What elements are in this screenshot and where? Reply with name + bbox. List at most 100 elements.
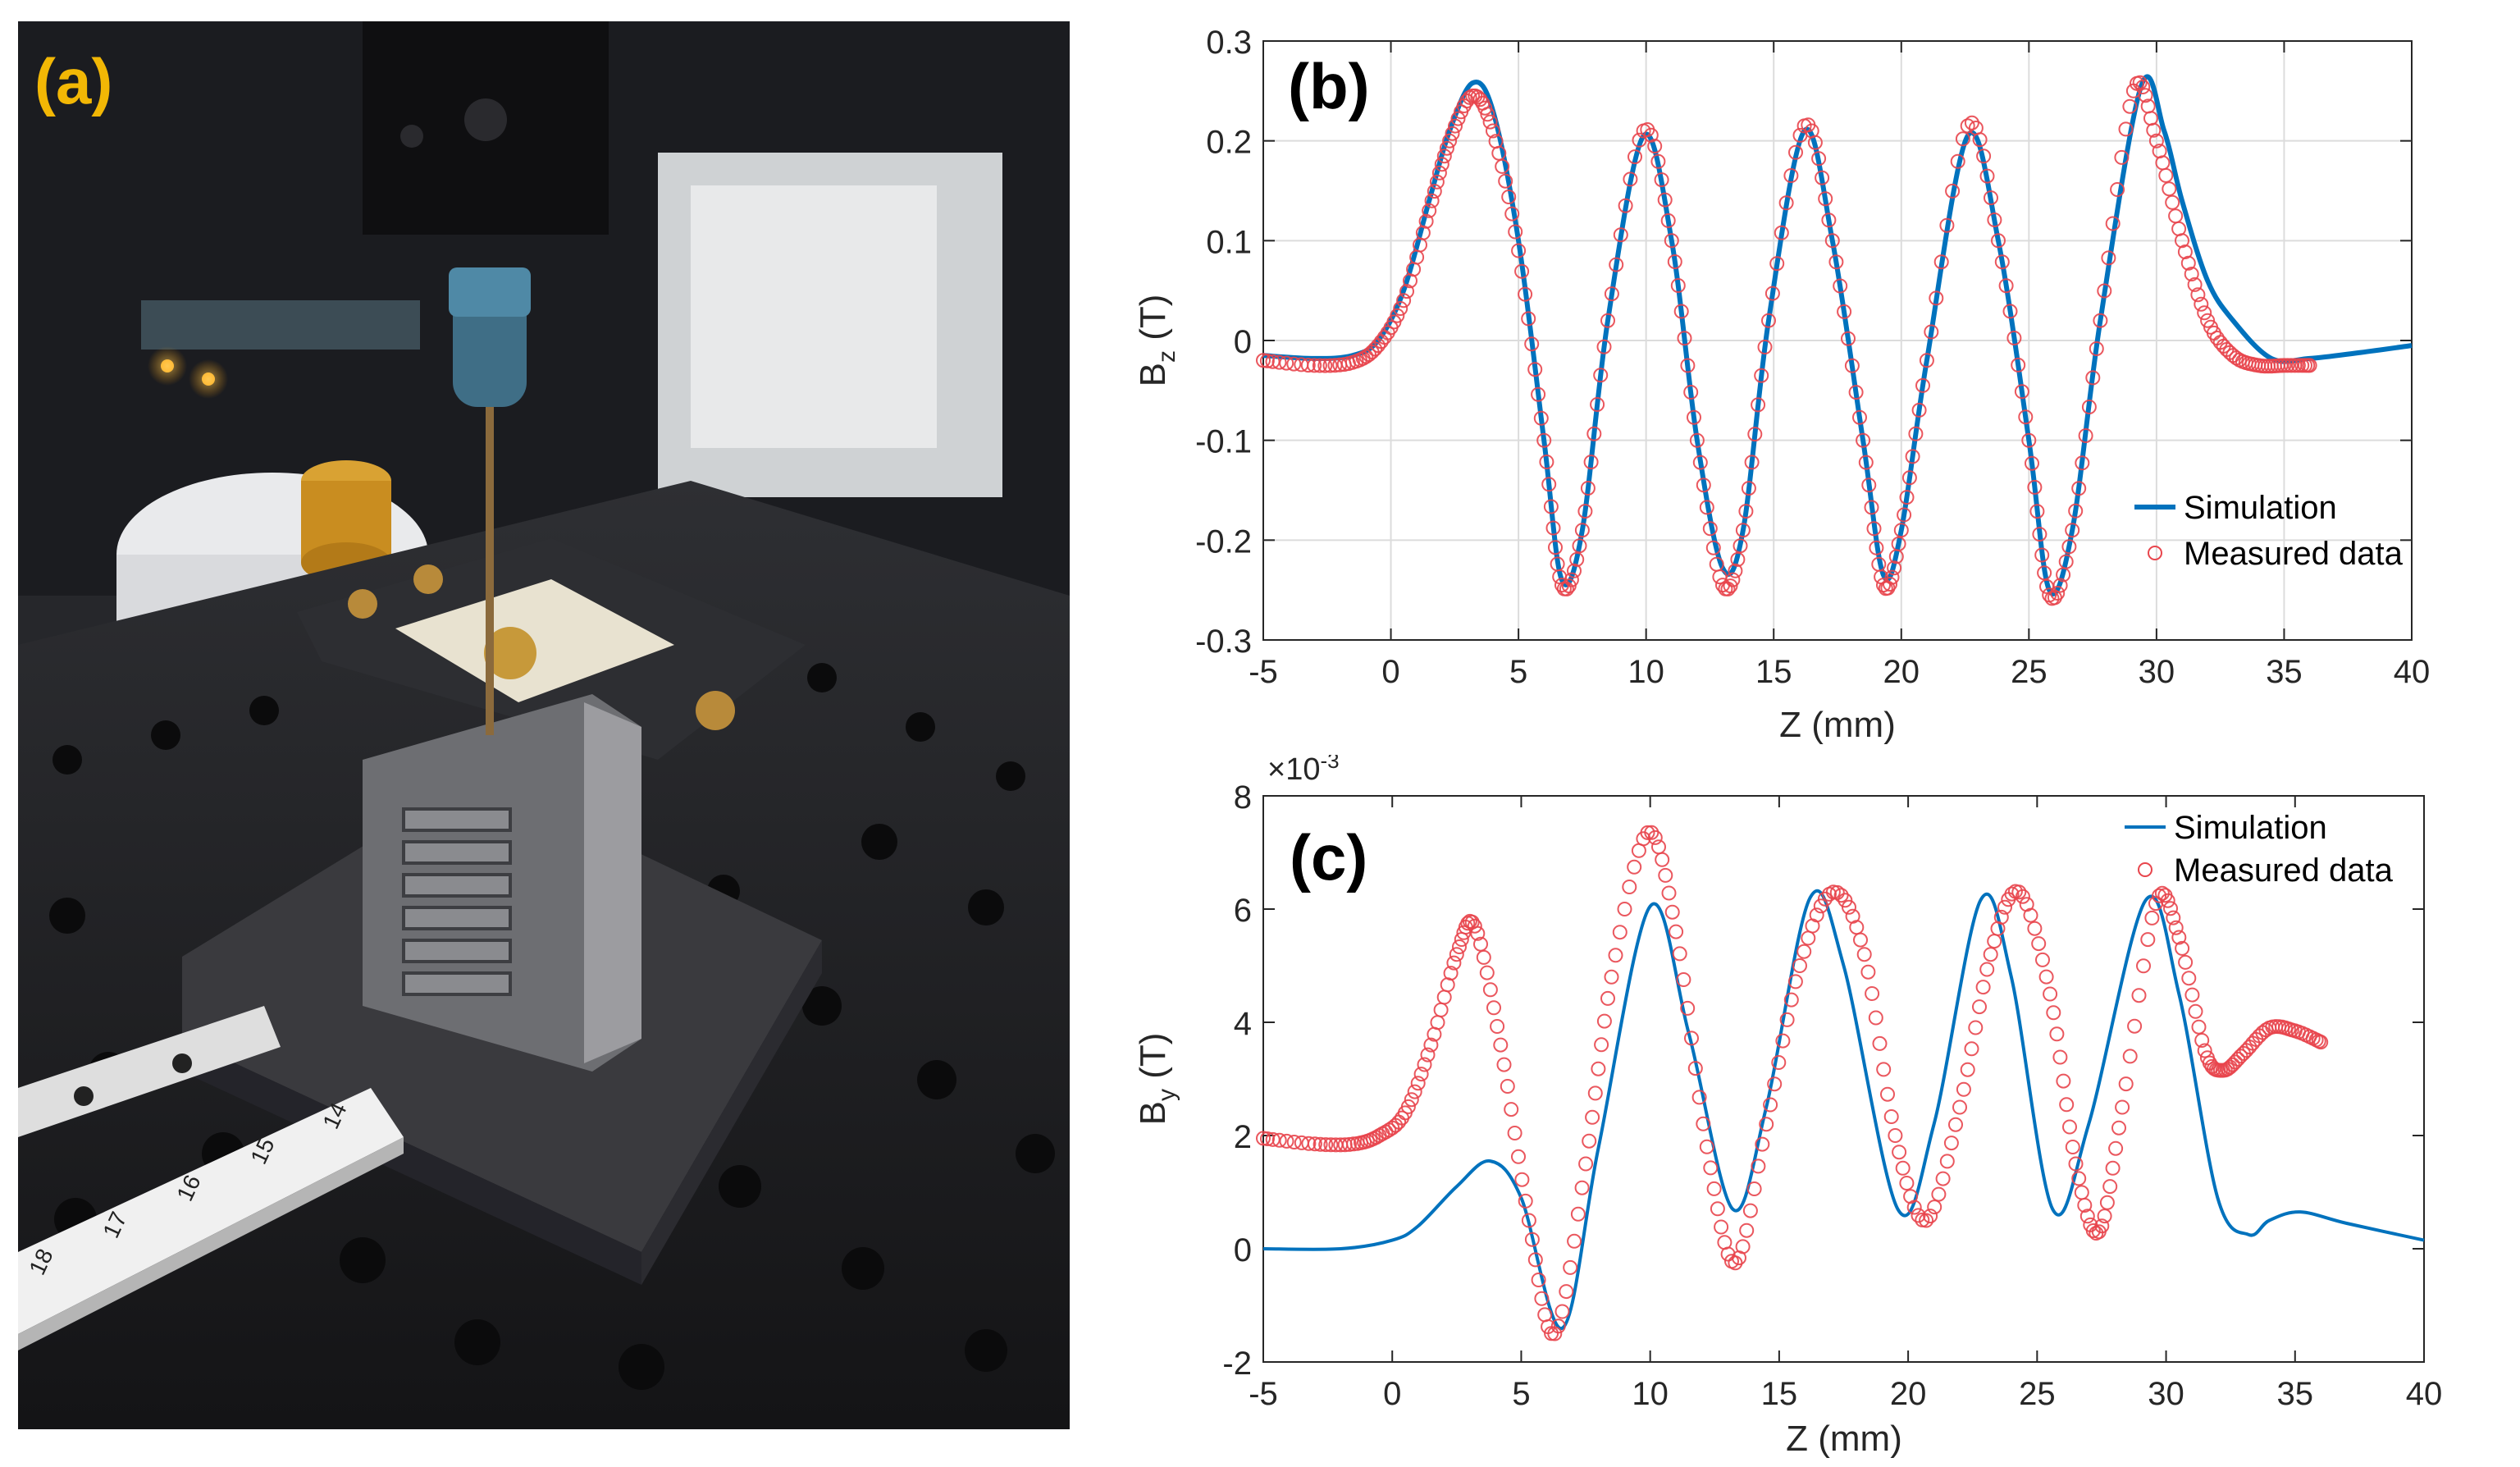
experiment-photo: 14 15 16 17 18 (a)	[18, 21, 1070, 1429]
data-point	[1829, 884, 1845, 900]
data-point	[1868, 1010, 1883, 1026]
legend-label-simulation-c: Simulation	[2174, 810, 2327, 846]
data-point	[1714, 1219, 1729, 1235]
data-point	[1608, 948, 1623, 963]
x-tick-label: 30	[2148, 1376, 2184, 1412]
data-point	[1541, 477, 1557, 492]
data-point	[2187, 276, 2203, 292]
x-tick-label: 35	[2266, 654, 2303, 690]
data-point	[1434, 157, 1449, 172]
data-point	[2059, 1097, 2075, 1113]
data-point	[1617, 902, 1632, 916]
data-point	[2146, 122, 2162, 138]
y-label-main-c: B	[1133, 1101, 1173, 1125]
data-point	[1307, 1136, 1322, 1152]
data-point	[2184, 987, 2200, 1003]
x-tick-label: 20	[1890, 1376, 1927, 1412]
data-point	[1975, 980, 1991, 995]
data-point	[1600, 313, 1615, 328]
data-point	[2032, 527, 2048, 542]
data-point	[1533, 410, 1549, 426]
data-point	[1763, 1097, 1778, 1113]
x-axis-label-c: Z (mm)	[1786, 1419, 1902, 1459]
chart-by: -5 0 5 10 15 20 25 30 35 40 -2 0 2 4 6 8 ×10-3 (c) Z (m…	[1133, 755, 2442, 1459]
data-point	[1676, 972, 1691, 987]
data-point	[2078, 428, 2093, 443]
data-point	[1735, 523, 1751, 538]
data-point	[1783, 992, 1799, 1008]
data-point	[1495, 158, 1510, 174]
data-point	[1570, 1206, 1586, 1222]
data-point	[1852, 409, 1867, 425]
data-point	[2144, 910, 2160, 925]
data-point	[2002, 304, 2018, 319]
data-point	[1259, 353, 1275, 368]
data-point	[1420, 1047, 1436, 1063]
data-point	[1417, 1057, 1432, 1072]
data-point	[1511, 243, 1527, 258]
data-point	[1945, 183, 1961, 199]
data-point	[2021, 432, 2037, 448]
data-point	[1667, 254, 1682, 269]
data-point	[2131, 988, 2147, 1003]
data-point	[1450, 111, 1466, 126]
y-tick-label: -0.2	[1195, 523, 1252, 560]
x-tick-label: -5	[1249, 654, 1278, 690]
data-point	[2118, 1076, 2134, 1092]
legend-label-measured-c: Measured data	[2174, 852, 2394, 889]
data-point	[1705, 540, 1721, 555]
data-point	[1521, 311, 1536, 327]
data-point	[2222, 1059, 2238, 1075]
data-point	[1554, 1304, 1570, 1319]
data-point	[1771, 1055, 1787, 1070]
data-point	[2094, 1218, 2110, 1234]
data-point	[1582, 1133, 1597, 1149]
data-point	[1300, 358, 1316, 373]
data-point	[1964, 115, 1979, 130]
data-point	[1498, 173, 1513, 189]
data-point	[1702, 521, 1718, 537]
data-point	[2071, 1171, 2087, 1186]
data-point	[2184, 267, 2199, 281]
data-point	[1673, 304, 1689, 319]
data-point	[1286, 356, 1302, 372]
data-point	[1496, 1057, 1512, 1072]
data-point	[1744, 455, 1760, 470]
data-point	[1524, 336, 1540, 352]
data-point	[1741, 481, 1756, 496]
data-point	[1732, 538, 1748, 554]
data-point	[1531, 386, 1546, 402]
data-point	[2122, 1049, 2138, 1064]
data-point	[1514, 1172, 1530, 1187]
data-point	[1410, 1076, 1426, 1091]
data-point	[1446, 955, 1462, 971]
data-point	[1775, 1033, 1791, 1049]
data-point	[1895, 1160, 1911, 1176]
x-tick-label: 0	[1381, 654, 1399, 690]
data-point	[1661, 885, 1677, 901]
data-point	[1747, 427, 1763, 442]
data-point	[2132, 75, 2148, 90]
data-point	[1312, 1136, 1328, 1152]
y-tick-label: 8	[1234, 779, 1252, 816]
data-point	[1547, 1326, 1563, 1341]
data-point	[1436, 149, 1452, 164]
data-point	[1943, 1136, 1959, 1151]
data-point	[1735, 1239, 1751, 1254]
series-markers-measured	[1256, 825, 2329, 1341]
data-point	[2280, 358, 2295, 373]
data-point	[1948, 1117, 1963, 1132]
data-point	[1818, 191, 1833, 207]
data-point	[1479, 965, 1495, 980]
data-point	[1442, 133, 1458, 149]
data-point	[1809, 907, 1824, 923]
data-point	[2085, 1223, 2101, 1238]
data-point	[1811, 151, 1827, 167]
data-point	[1680, 358, 1696, 373]
data-point	[1866, 521, 1882, 537]
data-point	[1919, 1213, 1934, 1228]
data-point	[1467, 918, 1482, 934]
y-axis-label-c: By (T)	[1133, 1033, 1180, 1126]
data-point	[1312, 358, 1327, 373]
data-point	[1891, 536, 1906, 551]
